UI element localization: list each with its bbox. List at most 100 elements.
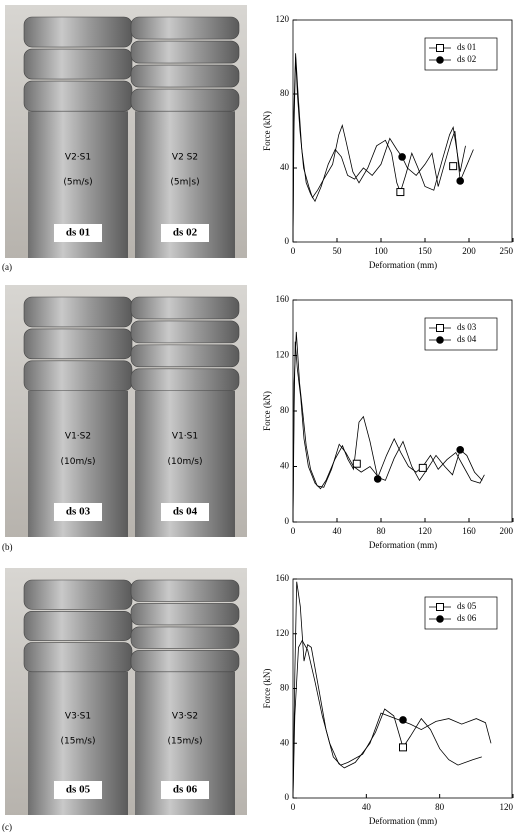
specimen-fold	[23, 296, 133, 328]
specimen-fold	[23, 579, 133, 610]
legend-label: ds 05	[457, 601, 477, 611]
specimen-fold	[130, 650, 240, 673]
y-tick-label: 40	[280, 737, 290, 747]
x-tick-label: 40	[362, 802, 372, 812]
legend-label: ds 01	[457, 42, 476, 52]
x-tick-label: 0	[291, 802, 296, 812]
legend-marker	[436, 603, 444, 611]
legend-marker	[436, 44, 444, 52]
specimen-fold	[23, 16, 133, 48]
series-marker	[449, 162, 458, 171]
panel-label: (b)	[2, 542, 13, 552]
plot-frame	[292, 19, 513, 243]
handwriting: (5m|s)	[170, 178, 199, 188]
series-marker	[418, 463, 427, 472]
series-marker	[399, 743, 407, 752]
handwriting: (15m/s)	[61, 736, 96, 746]
specimen-fold	[23, 48, 133, 80]
specimen-fold	[130, 579, 240, 602]
legend-box	[424, 317, 498, 351]
series-marker	[396, 188, 405, 197]
specimen-fold	[23, 642, 133, 673]
series-line	[292, 341, 485, 523]
series-line	[292, 56, 466, 243]
specimen-label: ds 06	[173, 784, 198, 796]
y-tick-label: 40	[280, 162, 290, 172]
x-axis-label: Deformation (mm)	[369, 540, 437, 550]
x-tick-label: 120	[500, 802, 514, 812]
y-tick-label: 80	[280, 405, 290, 415]
series-line	[292, 53, 474, 243]
handwriting: V3·S2	[172, 712, 198, 722]
y-tick-label: 120	[276, 628, 290, 638]
x-tick-label: 0	[291, 526, 296, 536]
legend-label: ds 02	[457, 54, 476, 64]
specimen-label: ds 04	[173, 506, 198, 518]
y-tick-label: 120	[276, 350, 290, 360]
series-line	[292, 639, 492, 799]
y-tick-label: 0	[285, 516, 290, 526]
specimen-fold	[130, 88, 240, 112]
x-tick-label: 120	[418, 526, 432, 536]
series-marker	[399, 716, 407, 724]
specimen-fold	[130, 16, 240, 40]
x-tick-label: 100	[374, 246, 388, 256]
specimen-fold	[130, 40, 240, 64]
x-tick-label: 80	[435, 802, 445, 812]
specimen-label: ds 05	[66, 784, 91, 796]
x-tick-label: 40	[333, 526, 343, 536]
specimen-fold	[23, 610, 133, 641]
series-marker	[456, 446, 465, 454]
x-tick-label: 50	[333, 246, 343, 256]
x-tick-label: 80	[377, 526, 387, 536]
legend-label: ds 06	[457, 613, 477, 623]
y-tick-label: 120	[276, 14, 290, 24]
label-box	[161, 503, 209, 521]
legend-marker	[436, 56, 444, 64]
specimen-fold	[130, 64, 240, 88]
specimen-fold	[130, 603, 240, 626]
label-box	[161, 224, 209, 242]
series-marker	[352, 459, 361, 468]
legend-label: ds 04	[457, 334, 477, 344]
specimen-fold	[130, 626, 240, 649]
y-axis-label: Force (kN)	[262, 391, 272, 431]
specimen-label: ds 02	[173, 227, 198, 239]
legend-box	[424, 37, 498, 71]
handwriting: (5m/s)	[63, 178, 92, 188]
series-marker	[398, 153, 406, 161]
x-tick-label: 200	[500, 526, 514, 536]
handwriting: (10m/s)	[168, 457, 203, 467]
legend-box	[424, 596, 498, 630]
x-axis-label: Deformation (mm)	[369, 816, 437, 826]
series-marker	[456, 177, 465, 185]
x-tick-label: 0	[291, 246, 296, 256]
handwriting: V2·S1	[65, 152, 91, 162]
y-tick-label: 80	[280, 683, 290, 693]
x-axis-label: Deformation (mm)	[369, 260, 437, 270]
specimen-fold	[23, 80, 133, 112]
x-tick-label: 160	[462, 526, 476, 536]
specimen-fold	[130, 296, 240, 320]
legend-label: ds 03	[457, 322, 477, 332]
handwriting: V1·S2	[65, 432, 91, 442]
handwriting: (10m/s)	[61, 457, 96, 467]
series-line	[292, 581, 482, 799]
y-tick-label: 80	[280, 88, 290, 98]
specimen-fold	[23, 360, 133, 392]
handwriting: V2 S2	[172, 152, 198, 162]
panel-label: (a)	[2, 262, 12, 272]
legend-marker	[436, 324, 444, 332]
x-tick-label: 150	[418, 246, 432, 256]
specimen-fold	[23, 328, 133, 360]
handwriting: V1·S1	[172, 432, 198, 442]
series-marker	[373, 475, 382, 483]
panel-label: (c)	[2, 822, 12, 832]
y-tick-label: 160	[276, 573, 290, 583]
label-box	[54, 224, 102, 242]
y-axis-label: Force (kN)	[262, 669, 272, 709]
specimen-label: ds 03	[66, 506, 91, 518]
y-tick-label: 0	[285, 236, 290, 246]
y-tick-label: 40	[280, 461, 290, 471]
